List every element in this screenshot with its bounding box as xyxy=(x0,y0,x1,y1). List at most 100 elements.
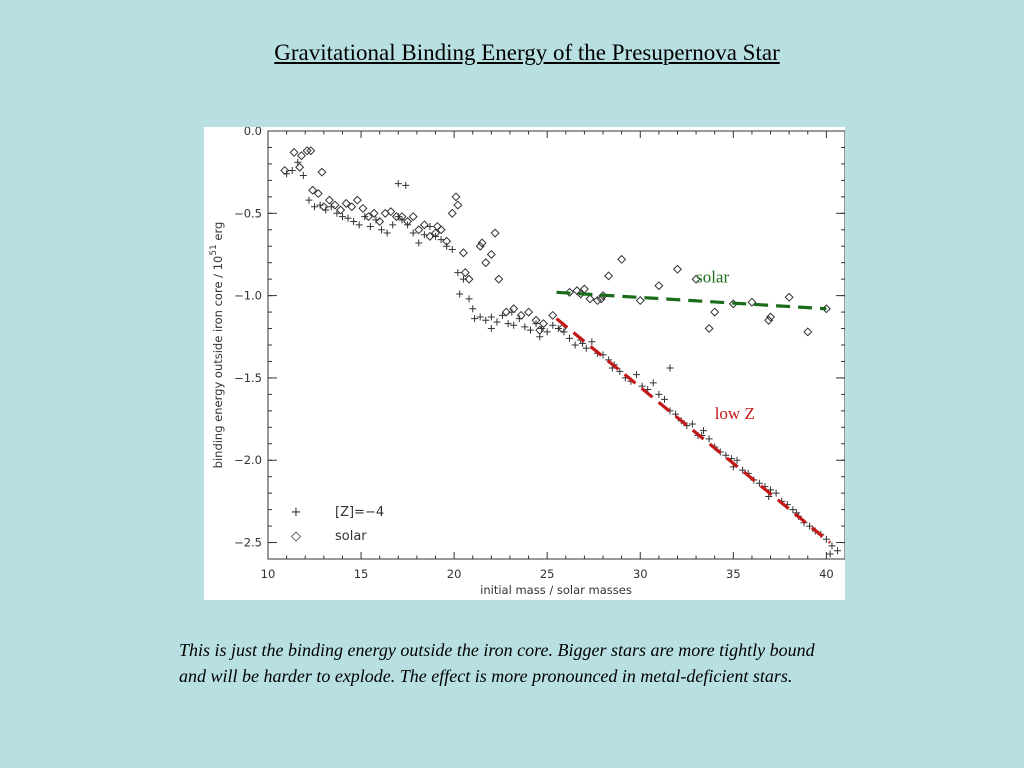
data-point-lowz xyxy=(828,542,836,550)
data-point-solar xyxy=(442,236,452,246)
annotation-lowz: low Z xyxy=(715,404,755,423)
y-tick-label: −2.5 xyxy=(234,536,262,550)
data-point-solar xyxy=(635,296,645,306)
data-point-lowz xyxy=(456,290,464,298)
data-point-lowz xyxy=(394,180,402,188)
data-point-solar xyxy=(747,297,757,307)
data-point-lowz xyxy=(616,367,624,375)
x-tick-label: 35 xyxy=(726,567,741,581)
data-point-solar xyxy=(585,294,595,304)
data-point-lowz xyxy=(415,239,423,247)
data-point-solar xyxy=(431,228,441,238)
data-point-lowz xyxy=(487,325,495,333)
data-point-lowz xyxy=(826,550,834,558)
data-point-solar xyxy=(704,324,714,334)
data-point-solar xyxy=(386,207,396,217)
data-point-lowz xyxy=(660,395,668,403)
data-point-solar xyxy=(341,198,351,208)
data-point-lowz xyxy=(454,269,462,277)
data-point-lowz xyxy=(789,506,797,514)
data-point-lowz xyxy=(350,218,358,226)
data-point-solar xyxy=(538,319,548,329)
data-point-lowz xyxy=(355,221,363,229)
chart-frame: 10 15 20 25 30 35 40 0.0 −0.5 −1.0 −1.5 −2.0 −2.5 so… xyxy=(204,127,845,600)
y-tick-label: 0.0 xyxy=(244,127,262,138)
data-point-solar xyxy=(494,274,504,284)
data-point-solar xyxy=(414,225,424,235)
data-point-lowz xyxy=(705,435,713,443)
plot-area xyxy=(267,130,845,560)
data-point-solar xyxy=(672,264,682,274)
data-point-solar xyxy=(486,249,496,259)
data-point-solar xyxy=(425,231,435,241)
data-point-lowz xyxy=(571,341,579,349)
legend-label-solar: solar xyxy=(335,529,367,544)
data-point-lowz xyxy=(543,328,551,336)
x-tick-label: 15 xyxy=(354,567,369,581)
data-point-lowz xyxy=(487,313,495,321)
data-point-solar xyxy=(317,167,327,177)
data-point-solar xyxy=(501,307,511,317)
legend-marker-lowz: + xyxy=(291,505,302,520)
data-point-lowz xyxy=(311,203,319,211)
data-point-lowz xyxy=(389,221,397,229)
slide-title: Gravitational Binding Energy of the Pres… xyxy=(274,40,780,65)
data-point-solar xyxy=(710,307,720,317)
data-point-lowz xyxy=(476,313,484,321)
data-point-lowz xyxy=(549,321,557,329)
legend-marker-solar: ◇ xyxy=(291,529,301,544)
y-axis-title-main: binding energy outside iron core / 10 xyxy=(211,256,225,469)
y-axis-title-unit: erg xyxy=(211,222,225,245)
data-point-solar xyxy=(319,202,329,212)
data-point-solar xyxy=(324,195,334,205)
data-point-lowz xyxy=(437,236,445,244)
data-point-solar xyxy=(531,315,541,325)
data-point-lowz xyxy=(305,196,313,204)
data-point-solar xyxy=(654,281,664,291)
data-point-lowz xyxy=(834,547,842,555)
data-point-solar xyxy=(481,258,491,268)
data-point-solar xyxy=(358,203,368,213)
data-point-lowz xyxy=(633,371,641,379)
solar-fit-line xyxy=(556,290,827,311)
x-tick-label: 40 xyxy=(819,567,834,581)
data-point-lowz xyxy=(443,242,451,250)
y-axis-title-sup: 51 xyxy=(209,244,219,255)
data-point-lowz xyxy=(499,311,507,319)
data-point-solar xyxy=(295,162,305,172)
data-point-solar xyxy=(604,271,614,281)
data-point-lowz xyxy=(383,229,391,237)
data-point-lowz xyxy=(566,334,574,342)
data-point-solar xyxy=(280,166,290,176)
data-point-lowz xyxy=(448,246,456,254)
data-point-solar xyxy=(596,294,606,304)
data-point-solar xyxy=(803,327,813,337)
data-point-lowz xyxy=(465,295,473,303)
data-point-solar xyxy=(302,146,312,156)
data-point-lowz xyxy=(366,222,374,230)
data-point-solar xyxy=(306,146,316,156)
data-point-solar xyxy=(453,200,463,210)
caption: This is just the binding energy outside … xyxy=(179,640,815,686)
data-point-solar xyxy=(289,147,299,157)
data-point-solar xyxy=(548,310,558,320)
annotation-solar: solar xyxy=(696,267,729,286)
data-point-lowz xyxy=(806,522,814,530)
data-point-solar xyxy=(364,212,374,222)
data-point-solar xyxy=(330,200,340,210)
data-point-lowz xyxy=(822,535,830,543)
x-tick-label: 10 xyxy=(261,567,276,581)
data-point-solar xyxy=(477,238,487,248)
data-point-lowz xyxy=(772,489,780,497)
data-point-lowz xyxy=(482,316,490,324)
data-point-lowz xyxy=(402,181,410,189)
data-point-lowz xyxy=(688,420,696,428)
data-point-solar xyxy=(516,310,526,320)
data-point-lowz xyxy=(333,209,341,217)
data-point-solar xyxy=(458,248,468,258)
x-tick-label: 20 xyxy=(447,567,462,581)
data-point-lowz xyxy=(504,320,512,328)
data-point-lowz xyxy=(722,451,730,459)
data-point-solar xyxy=(691,274,701,284)
data-point-lowz xyxy=(409,229,417,237)
